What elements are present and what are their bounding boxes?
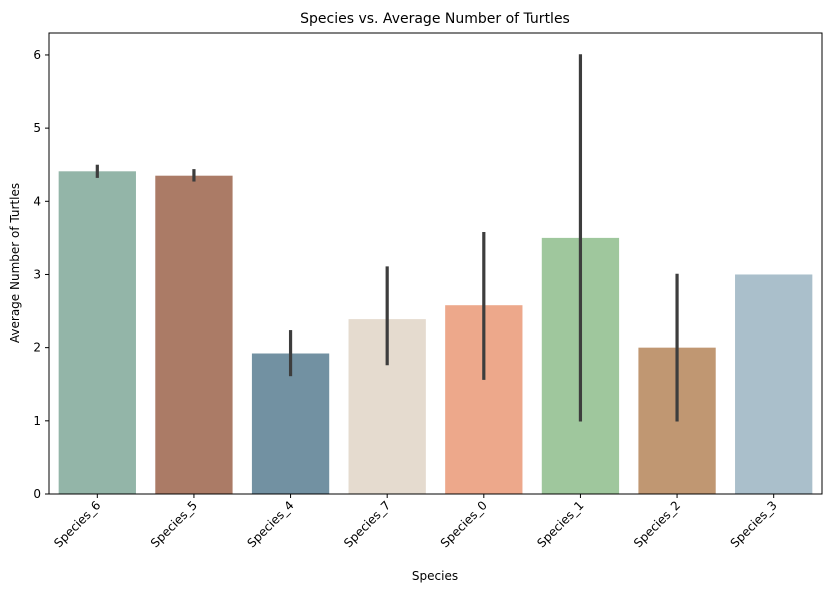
y-tick-label: 2 xyxy=(33,341,41,355)
bar-species-3 xyxy=(735,274,813,494)
y-tick-label: 0 xyxy=(33,487,41,501)
x-tick-label: Species_4 xyxy=(244,498,296,550)
y-tick-label: 1 xyxy=(33,414,41,428)
y-tick-label: 4 xyxy=(33,194,41,208)
plot-area: Species_6 Species_5 Species_4 Species_7 Spec… xyxy=(33,32,823,550)
x-tick-label: Species_3 xyxy=(728,498,780,550)
axes-frame xyxy=(48,32,823,495)
y-tick-label: 3 xyxy=(33,267,41,281)
chart-title: Species vs. Average Number of Turtles xyxy=(300,11,570,27)
y-axis-label: Average Number of Turtles xyxy=(8,183,22,343)
x-tick-label: Species_6 xyxy=(51,498,103,550)
x-tick-label: Species_1 xyxy=(534,498,586,550)
bar-species-6 xyxy=(58,171,136,495)
x-tick-label: Species_5 xyxy=(148,498,200,550)
bar-species-5 xyxy=(155,175,233,494)
bar-species-4 xyxy=(251,353,330,494)
x-tick-label: Species_0 xyxy=(438,498,490,550)
y-tick-label: 6 xyxy=(33,48,41,62)
x-tick-label: Species_2 xyxy=(631,498,683,550)
x-tick-label: Species_7 xyxy=(341,498,393,550)
x-axis-label: Species xyxy=(412,569,458,583)
y-tick-label: 5 xyxy=(33,121,41,135)
